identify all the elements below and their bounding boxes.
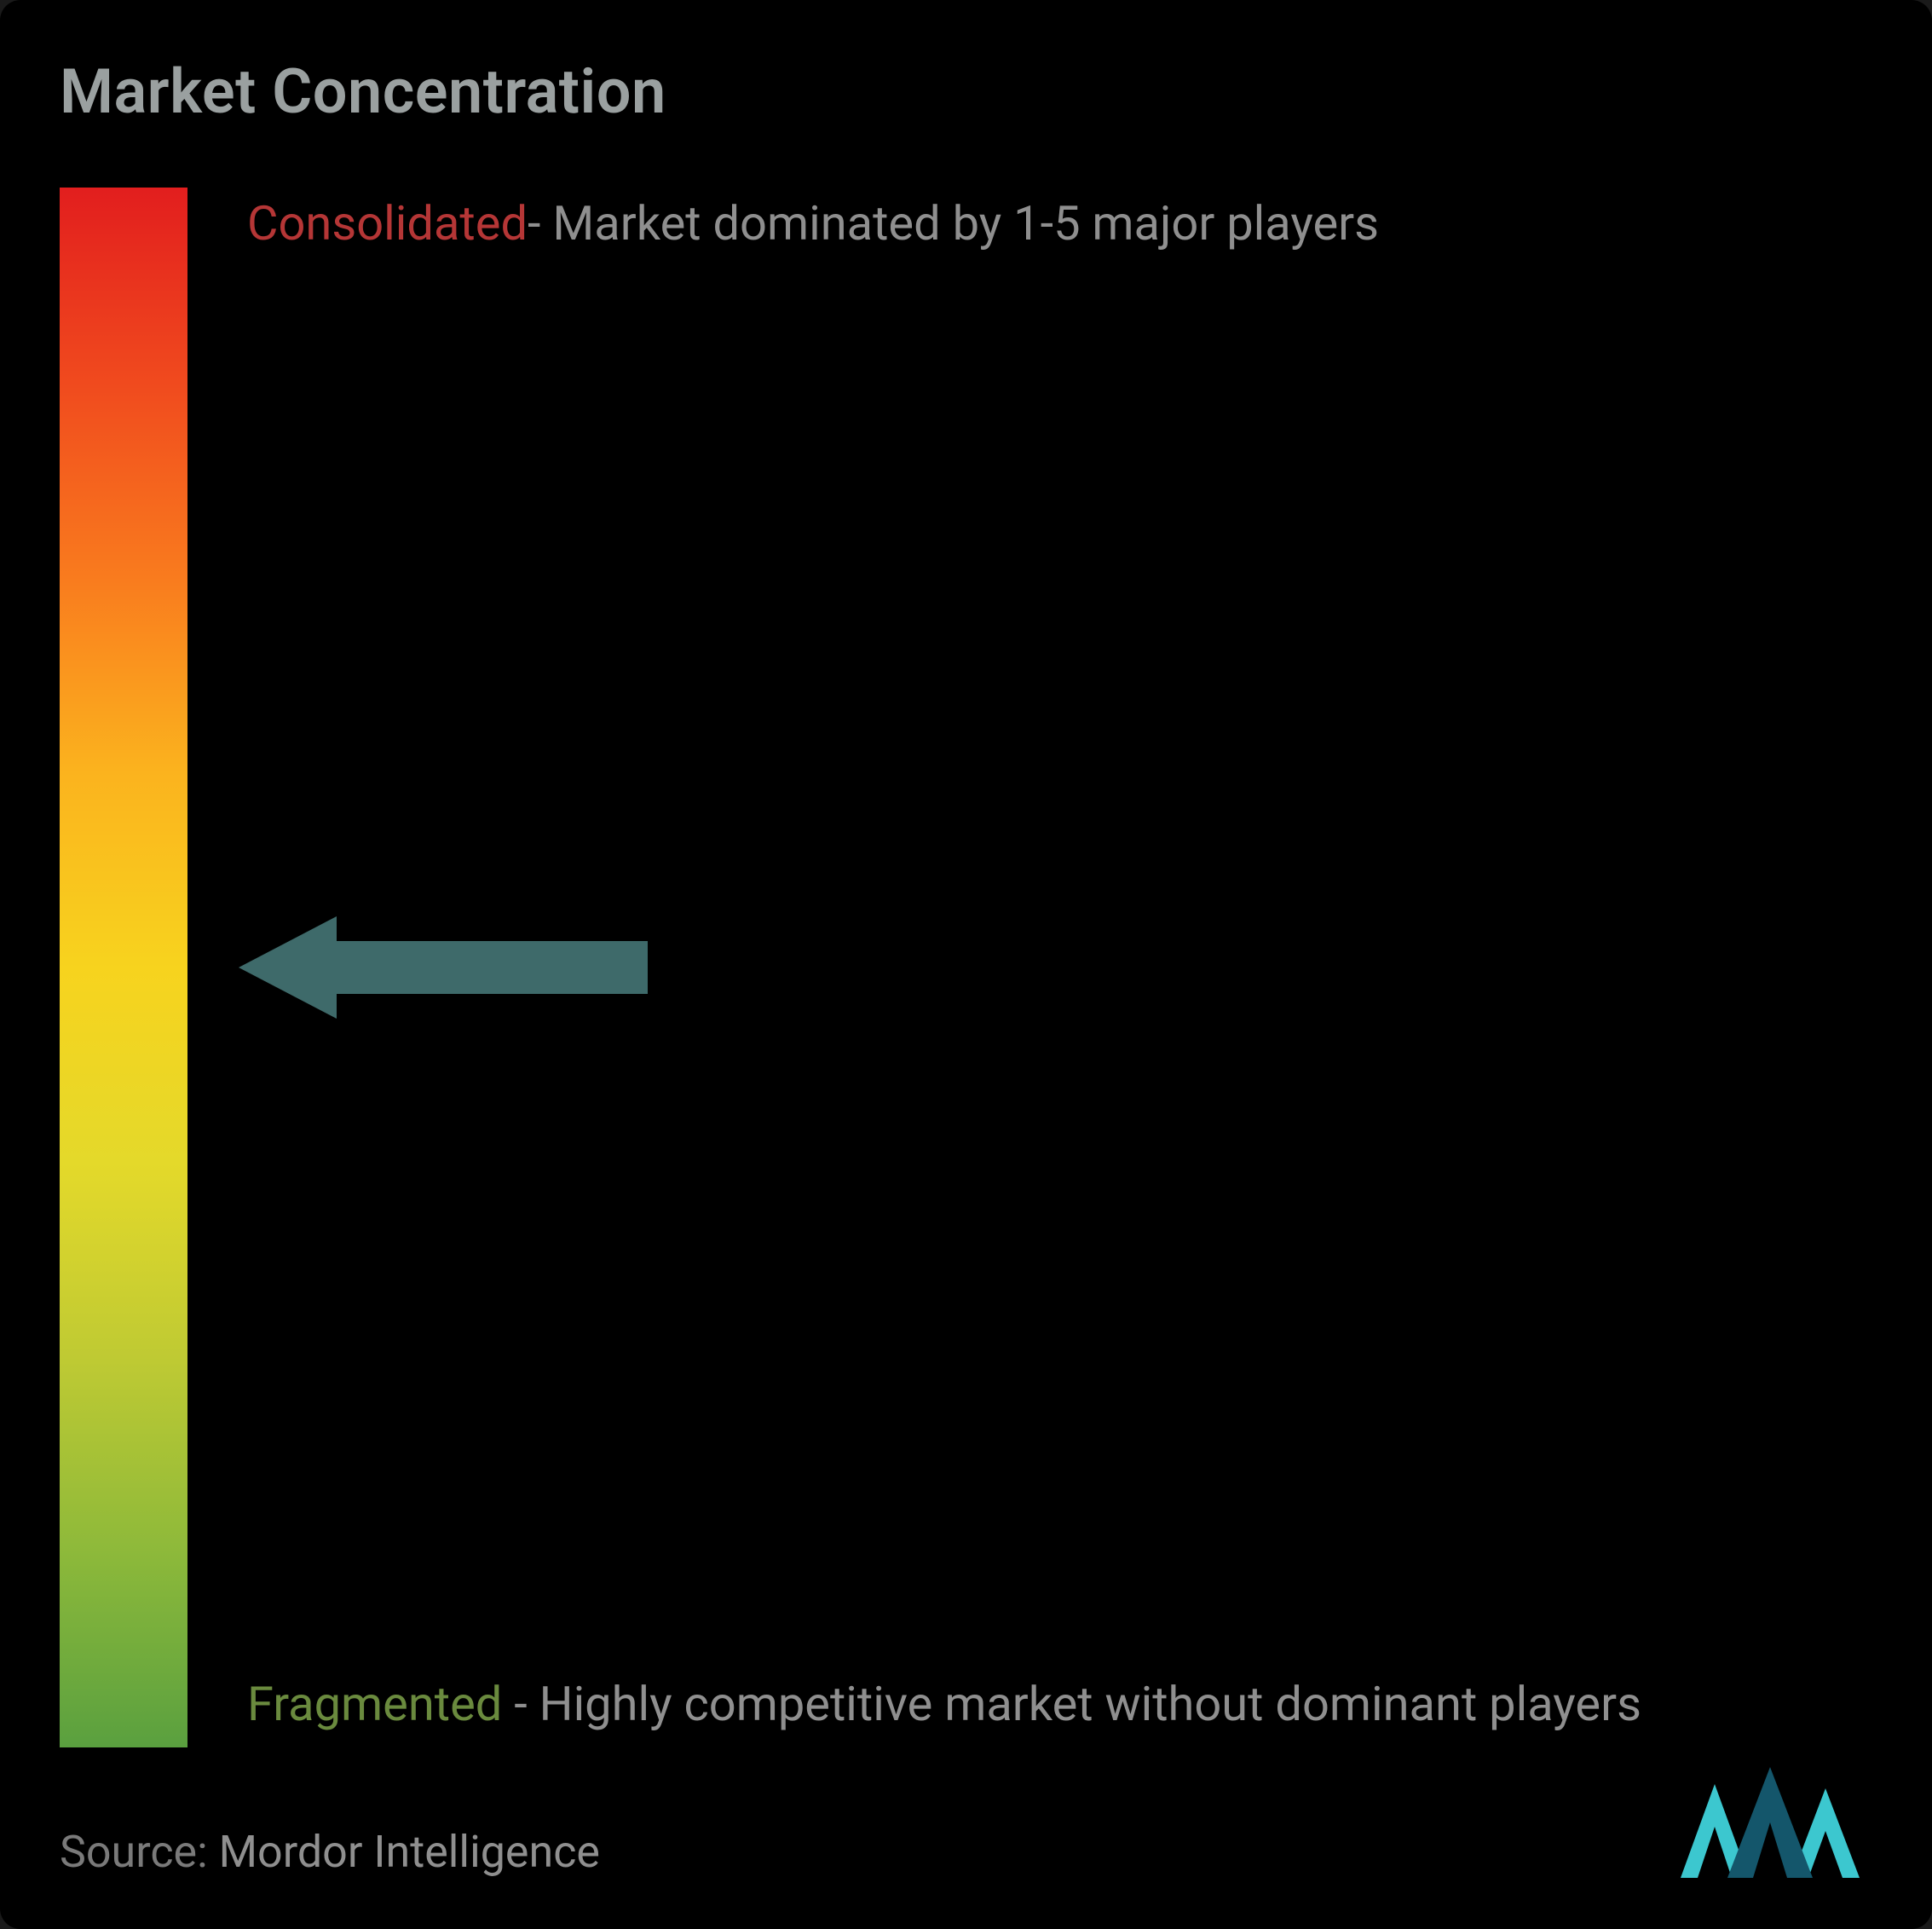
source-value: Mordor Intelligence (219, 1826, 600, 1878)
source-label: Source: (60, 1826, 208, 1878)
consolidated-label: Consolidated- Market dominated by 1-5 ma… (247, 192, 1855, 257)
card-title: Market Concentration (60, 55, 666, 128)
logo-icon (1676, 1763, 1864, 1882)
fragmented-label: Fragmented - Highly competitive market w… (247, 1666, 1855, 1743)
consolidated-emphasis: Consolidated (247, 195, 528, 251)
brand-logo (1676, 1763, 1864, 1882)
fragmented-emphasis: Fragmented (247, 1676, 502, 1732)
arrow-icon (239, 916, 648, 1019)
market-concentration-card: Market Concentration Consolidated- Marke… (0, 0, 1932, 1929)
fragmented-desc: - Highly competitive market without domi… (502, 1676, 1641, 1732)
position-arrow (239, 916, 648, 1019)
concentration-gradient-bar (60, 188, 187, 1747)
consolidated-desc: - Market dominated by 1-5 major players (528, 195, 1379, 251)
source-line: Source: Mordor Intelligence (60, 1826, 600, 1878)
